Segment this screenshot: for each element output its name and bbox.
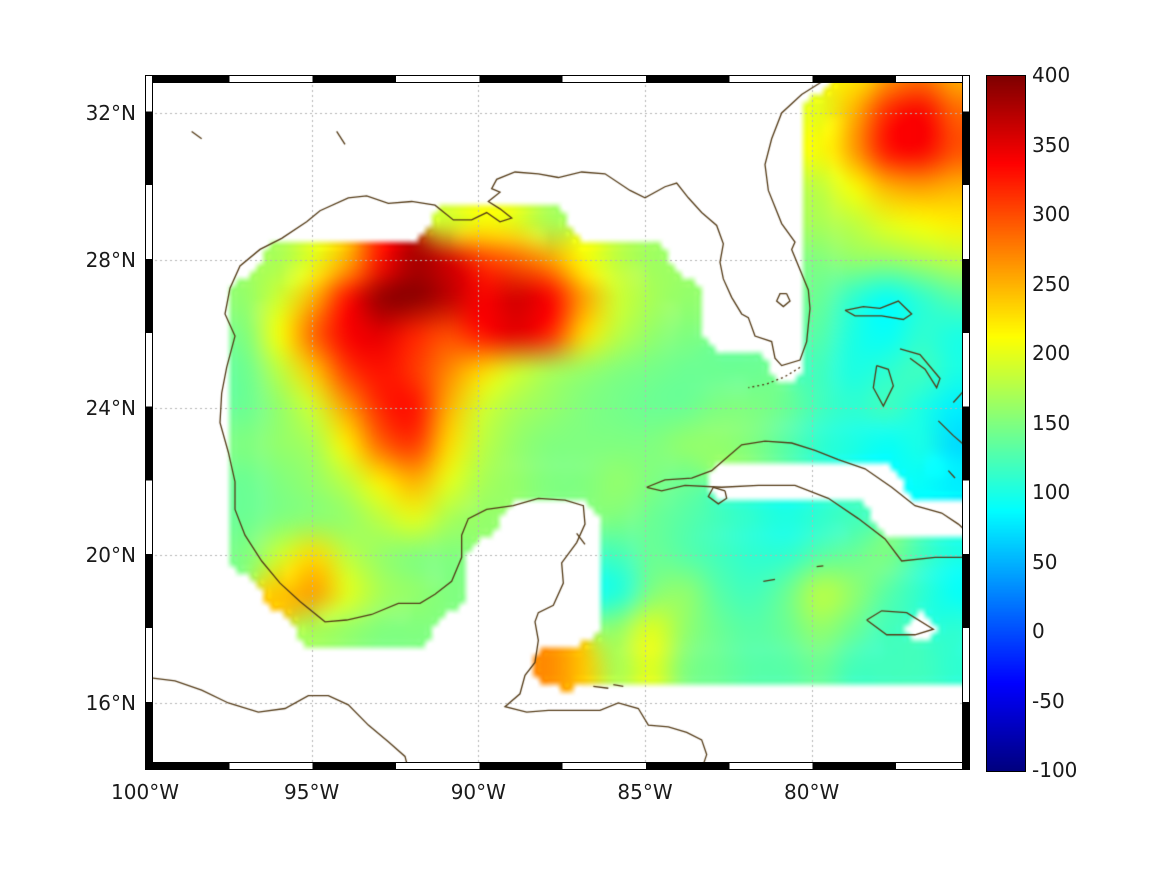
colorbar-tick-label: 100 <box>1032 480 1071 504</box>
x-tick-label: 90°W <box>450 780 506 804</box>
map-canvas <box>145 75 970 770</box>
x-tick-label: 100°W <box>111 780 179 804</box>
colorbar-tick-label: 0 <box>1032 619 1045 643</box>
colorbar-tick-label: 300 <box>1032 202 1071 226</box>
colorbar-tick-label: -100 <box>1032 758 1078 782</box>
y-tick-label: 16°N <box>85 690 136 715</box>
colorbar-tick-label: -50 <box>1032 688 1065 713</box>
colorbar-tick-label: 350 <box>1032 132 1071 157</box>
x-tick-label: 80°W <box>784 780 840 804</box>
y-tick-label: 20°N <box>85 543 136 568</box>
y-tick-label: 28°N <box>85 248 136 273</box>
colorbar-tick-label: 200 <box>1032 341 1071 365</box>
colorbar-tick-label: 50 <box>1032 549 1058 574</box>
y-tick-label: 32°N <box>85 100 136 125</box>
y-tick-label: 24°N <box>85 395 136 420</box>
x-tick-label: 85°W <box>617 780 673 804</box>
colorbar-gradient <box>986 75 1026 772</box>
colorbar-tick-label: 250 <box>1032 271 1071 296</box>
colorbar-tick-label: 400 <box>1032 63 1071 87</box>
colorbar-tick-label: 150 <box>1032 410 1071 435</box>
x-tick-label: 95°W <box>284 780 340 804</box>
